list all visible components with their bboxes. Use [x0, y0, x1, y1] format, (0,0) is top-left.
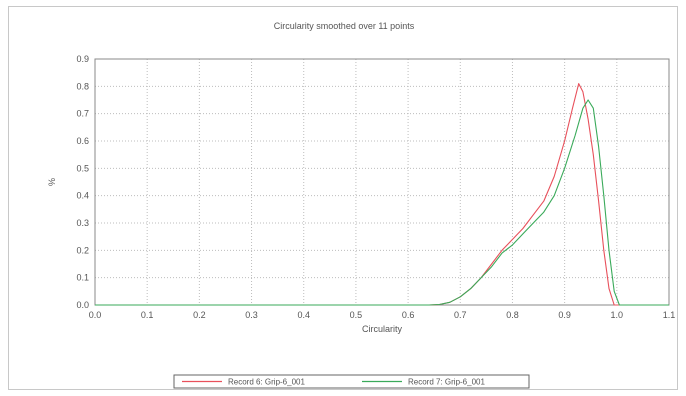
- x-axis-title: Circularity: [362, 324, 403, 334]
- y-tick-label: 0.8: [76, 81, 89, 91]
- x-tick-label: 0.3: [245, 310, 258, 320]
- y-tick-label: 0.5: [76, 163, 89, 173]
- legend: Record 6: Grip-6_001 Record 7: Grip-6_00…: [173, 374, 530, 389]
- x-tick-label: 0.5: [350, 310, 363, 320]
- chart-title: Circularity smoothed over 11 points: [274, 21, 415, 31]
- y-tick-label: 0.1: [76, 273, 89, 283]
- series-line-1: [95, 99, 669, 306]
- x-tick-label: 0.6: [402, 310, 415, 320]
- plot-border: [94, 58, 670, 306]
- y-tick-label: 0.9: [76, 54, 89, 64]
- y-tick-label: 0.7: [76, 109, 89, 119]
- legend-label-record-7: Record 7: Grip-6_001: [408, 378, 485, 387]
- x-tick-label: 0.7: [454, 310, 467, 320]
- y-tick-label: 0.3: [76, 218, 89, 228]
- y-tick-label: 0.0: [76, 300, 89, 310]
- x-tick-label: 1.1: [663, 310, 676, 320]
- x-tick-label: 0.4: [297, 310, 310, 320]
- x-tick-label: 0.1: [141, 310, 154, 320]
- chart-frame: Circularity smoothed over 11 points 0.0 0…: [8, 6, 678, 390]
- legend-label-record-6: Record 6: Grip-6_001: [228, 378, 305, 387]
- axis-ticks: 0.0 0.1 0.2 0.3 0.4 0.5 0.6 0.7 0.8 0.9 1.0 1.1 0.0 0…: [76, 54, 675, 320]
- y-tick-label: 0.2: [76, 245, 89, 255]
- y-axis-title: %: [47, 178, 57, 186]
- series-line-0: [95, 83, 669, 306]
- legend-box: [173, 374, 530, 389]
- chart-svg: Circularity smoothed over 11 points 0.0 0…: [47, 21, 675, 389]
- x-tick-label: 0.8: [506, 310, 519, 320]
- grid: [94, 58, 670, 306]
- y-tick-label: 0.6: [76, 136, 89, 146]
- x-tick-label: 0.0: [89, 310, 102, 320]
- x-tick-label: 0.9: [558, 310, 571, 320]
- x-tick-label: 1.0: [611, 310, 624, 320]
- x-tick-label: 0.2: [193, 310, 206, 320]
- series-lines: [95, 83, 669, 306]
- y-tick-label: 0.4: [76, 191, 89, 201]
